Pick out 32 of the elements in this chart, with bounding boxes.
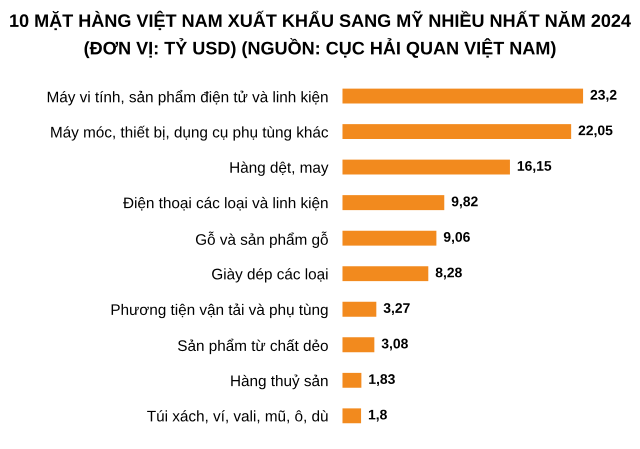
bar — [342, 160, 510, 175]
data-label: 3,08 — [382, 338, 408, 350]
bar — [342, 372, 362, 388]
data-label: 1,83 — [369, 374, 395, 386]
y-tick-label: Máy móc, thiết bị, dụng cụ phụ tùng khác — [51, 126, 328, 141]
chart-subtitle: (ĐƠN VỊ: TỶ USD) (NGUỒN: CỤC HẢI QUAN VIỆT NAM) — [84, 38, 556, 58]
y-tick-label: Giày dép các loại — [212, 268, 328, 282]
y-tick-label: Sản phẩm từ chất dẻo — [178, 338, 328, 354]
bar — [342, 195, 444, 210]
y-tick-label: Hàng thuỷ sản — [231, 374, 328, 390]
bar — [342, 266, 428, 282]
bar — [342, 88, 584, 104]
y-tick-label: Điện thoại các loại và linh kiện — [123, 196, 328, 210]
bar — [342, 124, 572, 140]
y-tick-label: Túi xách, ví, vali, mũ, ô, dù — [147, 410, 328, 424]
bar — [342, 230, 436, 246]
data-label: 16,15 — [518, 160, 552, 173]
y-tick-label: Phương tiện vận tải và phụ tùng — [112, 304, 328, 318]
y-tick-label: Máy vi tính, sản phẩm điện tử và linh kiện — [48, 90, 328, 106]
bar — [342, 337, 374, 352]
data-label: 23,2 — [590, 90, 617, 102]
y-tick-label: Hàng dệt, may — [230, 161, 328, 176]
bar — [342, 408, 362, 424]
data-label: 9,06 — [444, 232, 470, 244]
bar — [342, 302, 376, 317]
data-label: 9,82 — [452, 196, 478, 208]
data-label: 1,8 — [368, 410, 387, 422]
data-label: 22,05 — [578, 125, 612, 138]
data-label: 8,28 — [436, 268, 462, 280]
y-tick-label: Gỗ và sản phẩm gỗ — [196, 232, 328, 248]
chart-title: 10 MẶT HÀNG VIỆT NAM XUẤT KHẨU SANG MỸ NHIỀU NHẤT NĂM 2024 — [10, 10, 631, 30]
data-label: 3,27 — [384, 303, 410, 315]
